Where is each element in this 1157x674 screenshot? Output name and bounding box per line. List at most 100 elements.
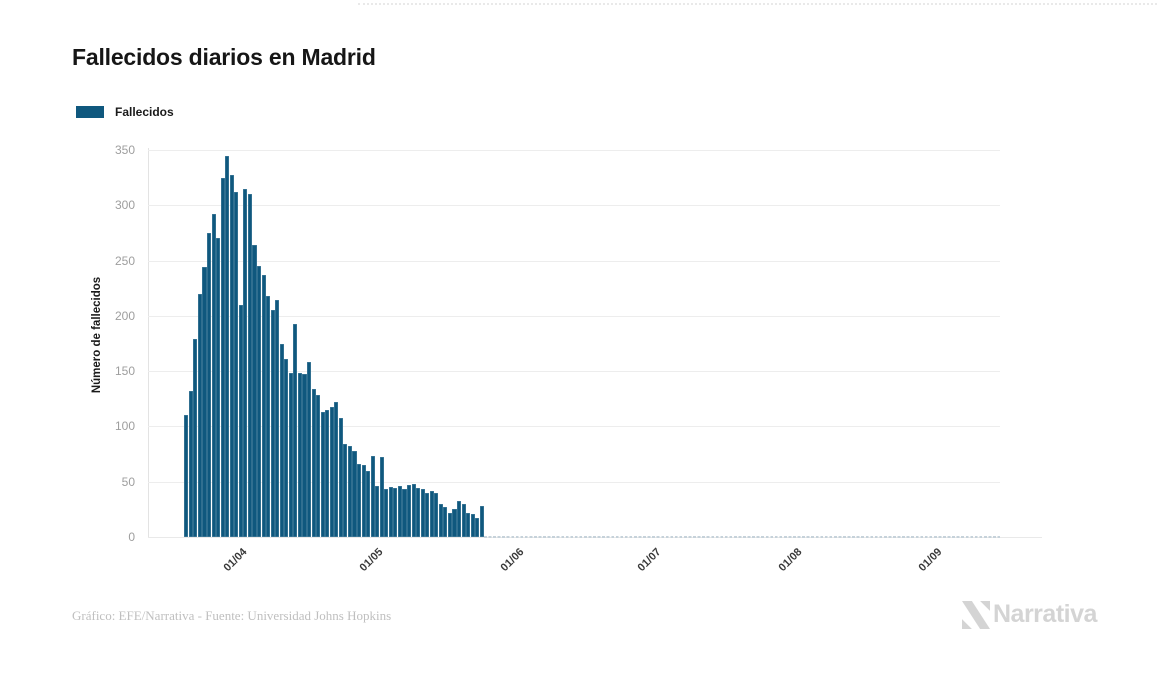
bar-01/04[interactable] (238, 304, 243, 537)
bar-13/04[interactable] (293, 323, 298, 537)
y-tick-label-100: 100 (114, 419, 135, 434)
bar-26/04[interactable] (352, 450, 357, 537)
bar-09/04[interactable] (275, 300, 280, 537)
bar-29/04[interactable] (366, 470, 371, 537)
gridline-y-50 (148, 481, 1000, 483)
bar-25/04[interactable] (347, 446, 352, 537)
bar-12/05[interactable] (425, 492, 430, 537)
bar-14/05[interactable] (434, 492, 439, 537)
bar-05/04[interactable] (257, 266, 262, 537)
x-tick-label-01-08: 01/08 (776, 546, 805, 574)
bar-03/05[interactable] (384, 489, 389, 537)
bar-11/04[interactable] (284, 358, 289, 537)
bar-08/04[interactable] (270, 310, 275, 537)
y-tick-label-250: 250 (114, 253, 135, 268)
gridline-y-350 (148, 150, 1000, 151)
bar-18/04[interactable] (316, 395, 321, 537)
bar-28/03[interactable] (220, 177, 225, 537)
bar-22/04[interactable] (334, 402, 339, 537)
y-tick-label-350: 350 (114, 143, 135, 157)
bar-18/05[interactable] (452, 509, 457, 537)
bar-15/04[interactable] (302, 374, 307, 537)
bar-16/04[interactable] (307, 362, 312, 537)
zero-values-dashed-baseline (484, 536, 1000, 538)
bar-11/05[interactable] (420, 489, 425, 537)
bar-21/04[interactable] (329, 406, 334, 537)
y-axis-line (148, 148, 149, 538)
y-tick-label-50: 50 (121, 474, 135, 489)
bar-26/03[interactable] (211, 214, 216, 537)
bar-12/04[interactable] (288, 373, 293, 537)
bar-14/04[interactable] (297, 373, 302, 537)
gridline-y-250 (148, 260, 1000, 262)
bar-21/03[interactable] (188, 391, 193, 537)
bar-16/05[interactable] (443, 507, 448, 537)
bar-10/04[interactable] (279, 343, 284, 537)
bar-27/03[interactable] (216, 238, 221, 537)
top-divider (358, 3, 1157, 5)
bar-19/04[interactable] (320, 412, 325, 537)
x-tick-label-01-07: 01/07 (635, 546, 664, 574)
chart-title: Fallecidos diarios en Madrid (72, 44, 376, 70)
bar-01/05[interactable] (375, 486, 380, 537)
bar-28/04[interactable] (361, 465, 366, 537)
bar-04/05[interactable] (388, 487, 393, 537)
gridline-y-200 (148, 315, 1000, 317)
bar-09/05[interactable] (411, 483, 416, 537)
bar-29/03[interactable] (225, 155, 230, 537)
y-axis-title: Número de fallecidos (91, 276, 103, 394)
bar-23/05[interactable] (475, 518, 480, 537)
legend-swatch (76, 106, 104, 118)
y-tick-label-150: 150 (114, 364, 135, 379)
y-tick-label-200: 200 (114, 308, 135, 323)
legend: Fallecidos (76, 105, 174, 119)
plot-area (148, 140, 1042, 538)
bar-23/04[interactable] (338, 417, 343, 537)
bar-07/04[interactable] (266, 295, 271, 537)
x-tick-label-01-05: 01/05 (357, 546, 386, 574)
bar-17/05[interactable] (447, 512, 452, 537)
x-tick-label-01-04: 01/04 (221, 546, 250, 574)
bar-08/05[interactable] (407, 485, 412, 537)
gridline-y-300 (148, 205, 1000, 207)
gridline-y-100 (148, 426, 1000, 428)
footer-credit: Gráfico: EFE/Narrativa - Fuente: Univers… (72, 608, 392, 623)
bar-20/03[interactable] (184, 415, 189, 537)
bar-05/05[interactable] (393, 488, 398, 537)
bar-21/05[interactable] (466, 512, 471, 537)
bar-15/05[interactable] (438, 503, 443, 537)
bar-20/04[interactable] (325, 409, 330, 537)
bar-03/04[interactable] (247, 194, 252, 537)
x-tick-label-01-06: 01/06 (498, 546, 527, 574)
bar-25/03[interactable] (207, 232, 212, 537)
bar-07/05[interactable] (402, 489, 407, 537)
bar-24/04[interactable] (343, 444, 348, 537)
brand-name: Narrativa (993, 600, 1097, 628)
bar-22/05[interactable] (470, 513, 475, 537)
bar-20/05[interactable] (461, 503, 466, 537)
bar-23/03[interactable] (197, 293, 202, 537)
y-tick-label-0: 0 (128, 530, 135, 544)
bar-30/03[interactable] (229, 175, 234, 537)
bar-31/03[interactable] (234, 192, 239, 537)
narrativa-logo-mark (962, 600, 990, 629)
bar-17/04[interactable] (311, 388, 316, 537)
gridline-y-150 (148, 371, 1000, 373)
bar-06/04[interactable] (261, 274, 266, 537)
bar-06/05[interactable] (397, 486, 402, 537)
bar-04/04[interactable] (252, 245, 257, 537)
legend-label: Fallecidos (115, 105, 174, 119)
bar-19/05[interactable] (457, 500, 462, 537)
bar-22/03[interactable] (193, 339, 198, 537)
brand-logo: Narrativa (962, 600, 1097, 629)
bar-24/05[interactable] (479, 506, 484, 537)
bar-02/05[interactable] (379, 457, 384, 537)
x-tick-label-01-09: 01/09 (917, 546, 945, 574)
bar-10/05[interactable] (416, 488, 421, 537)
bar-27/04[interactable] (357, 464, 362, 537)
bar-30/04[interactable] (370, 456, 375, 537)
bar-02/04[interactable] (243, 188, 248, 537)
bar-13/05[interactable] (429, 490, 434, 537)
bar-24/03[interactable] (202, 267, 207, 537)
